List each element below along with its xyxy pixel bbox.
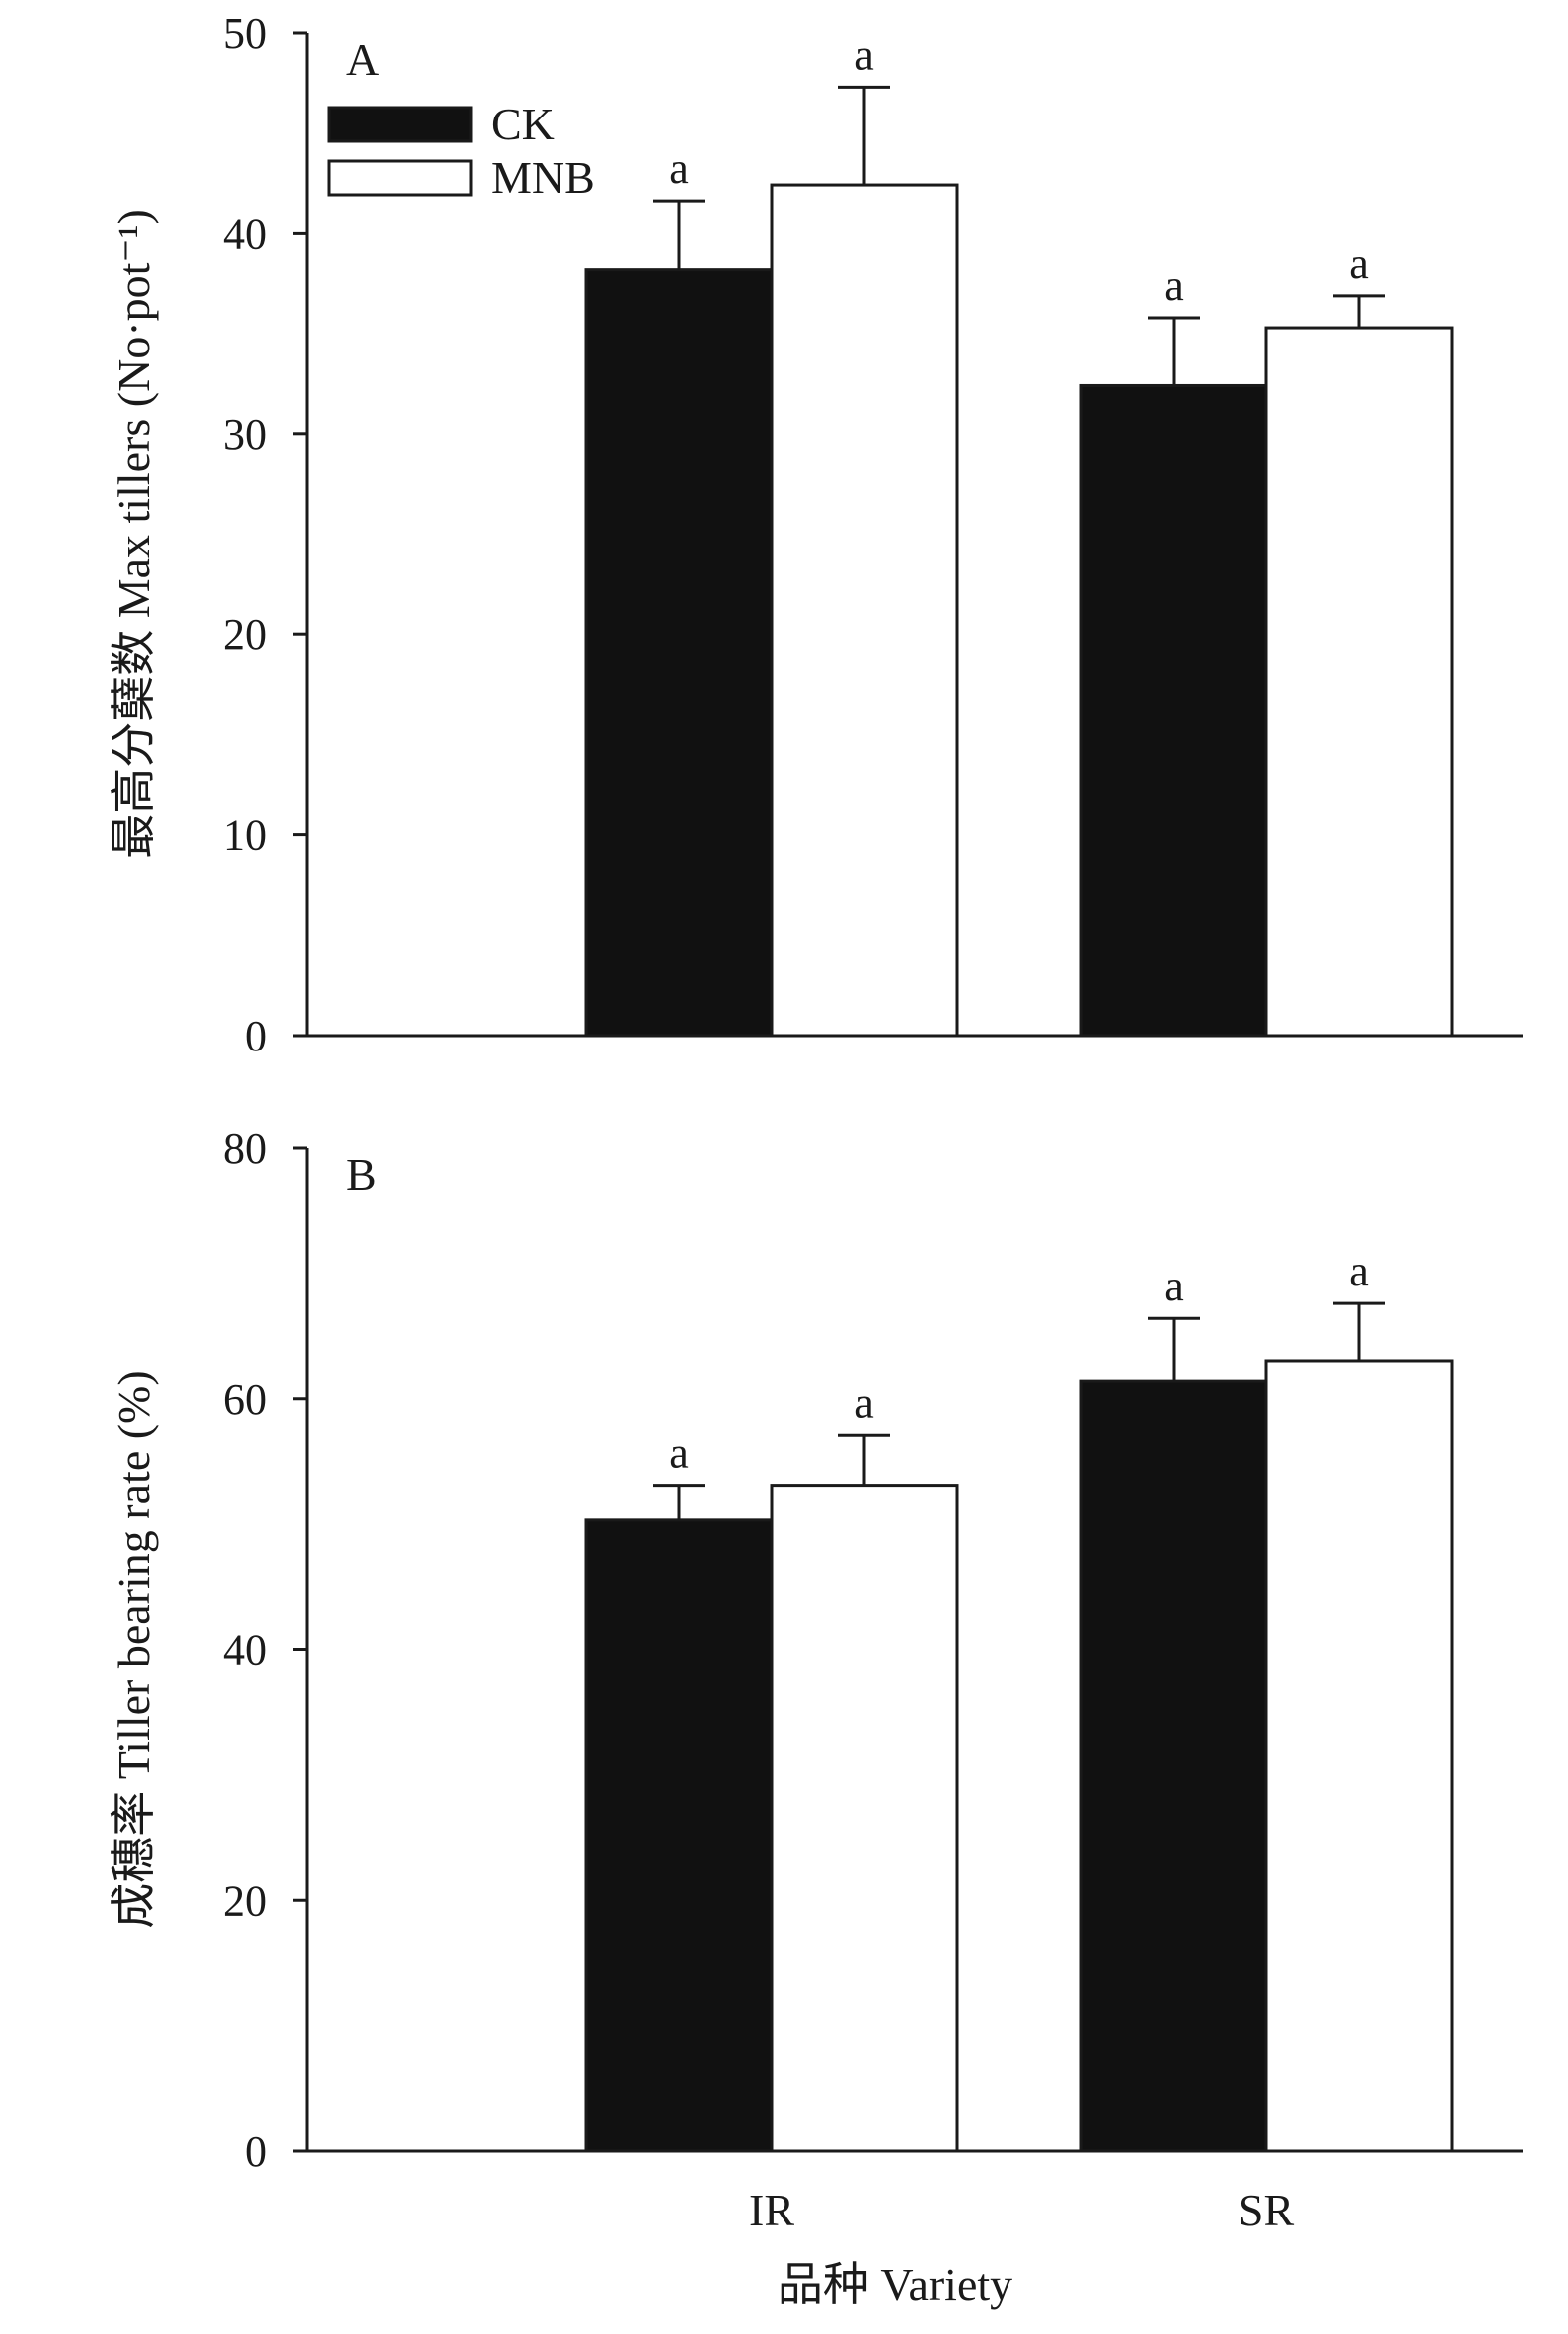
y-tick-label: 40 bbox=[223, 1626, 267, 1675]
x-axis-title: 品种 Variety bbox=[778, 2259, 1012, 2310]
bar bbox=[584, 1518, 774, 2153]
x-category-label: SR bbox=[1238, 2185, 1295, 2235]
bar bbox=[1264, 326, 1454, 1038]
bar bbox=[1264, 1359, 1454, 2153]
y-tick-label: 10 bbox=[223, 812, 267, 860]
legend-label: CK bbox=[491, 99, 555, 149]
bar bbox=[770, 1484, 959, 2153]
y-axis-title: 成穗率 Tiller bearing rate (%) bbox=[109, 1370, 159, 1928]
significance-label: a bbox=[854, 30, 874, 79]
y-tick-label: 40 bbox=[223, 209, 267, 258]
panel-label: A bbox=[346, 34, 379, 85]
bar bbox=[1079, 1379, 1268, 2153]
legend-label: MNB bbox=[491, 152, 595, 203]
y-tick-label: 20 bbox=[223, 1876, 267, 1925]
y-tick-label: 60 bbox=[223, 1375, 267, 1424]
bar bbox=[770, 183, 959, 1038]
legend-swatch bbox=[327, 106, 473, 143]
significance-label: a bbox=[669, 144, 689, 193]
significance-label: a bbox=[1349, 1247, 1369, 1295]
bar bbox=[1079, 383, 1268, 1038]
y-tick-label: 0 bbox=[245, 2127, 267, 2176]
significance-label: a bbox=[1164, 1262, 1184, 1310]
y-tick-label: 0 bbox=[245, 1012, 267, 1060]
y-tick-label: 50 bbox=[223, 9, 267, 58]
significance-label: a bbox=[1164, 261, 1184, 310]
x-category-label: IR bbox=[749, 2185, 794, 2235]
legend-swatch bbox=[327, 159, 473, 197]
significance-label: a bbox=[1349, 239, 1369, 288]
significance-label: a bbox=[854, 1378, 874, 1427]
y-tick-label: 20 bbox=[223, 610, 267, 659]
y-tick-label: 80 bbox=[223, 1124, 267, 1173]
y-tick-label: 30 bbox=[223, 410, 267, 459]
y-axis-title: 最高分蘖数 Max tillers (No·pot⁻¹) bbox=[109, 209, 159, 859]
bar bbox=[584, 268, 774, 1038]
significance-label: a bbox=[669, 1429, 689, 1478]
panel-label: B bbox=[346, 1149, 377, 1200]
